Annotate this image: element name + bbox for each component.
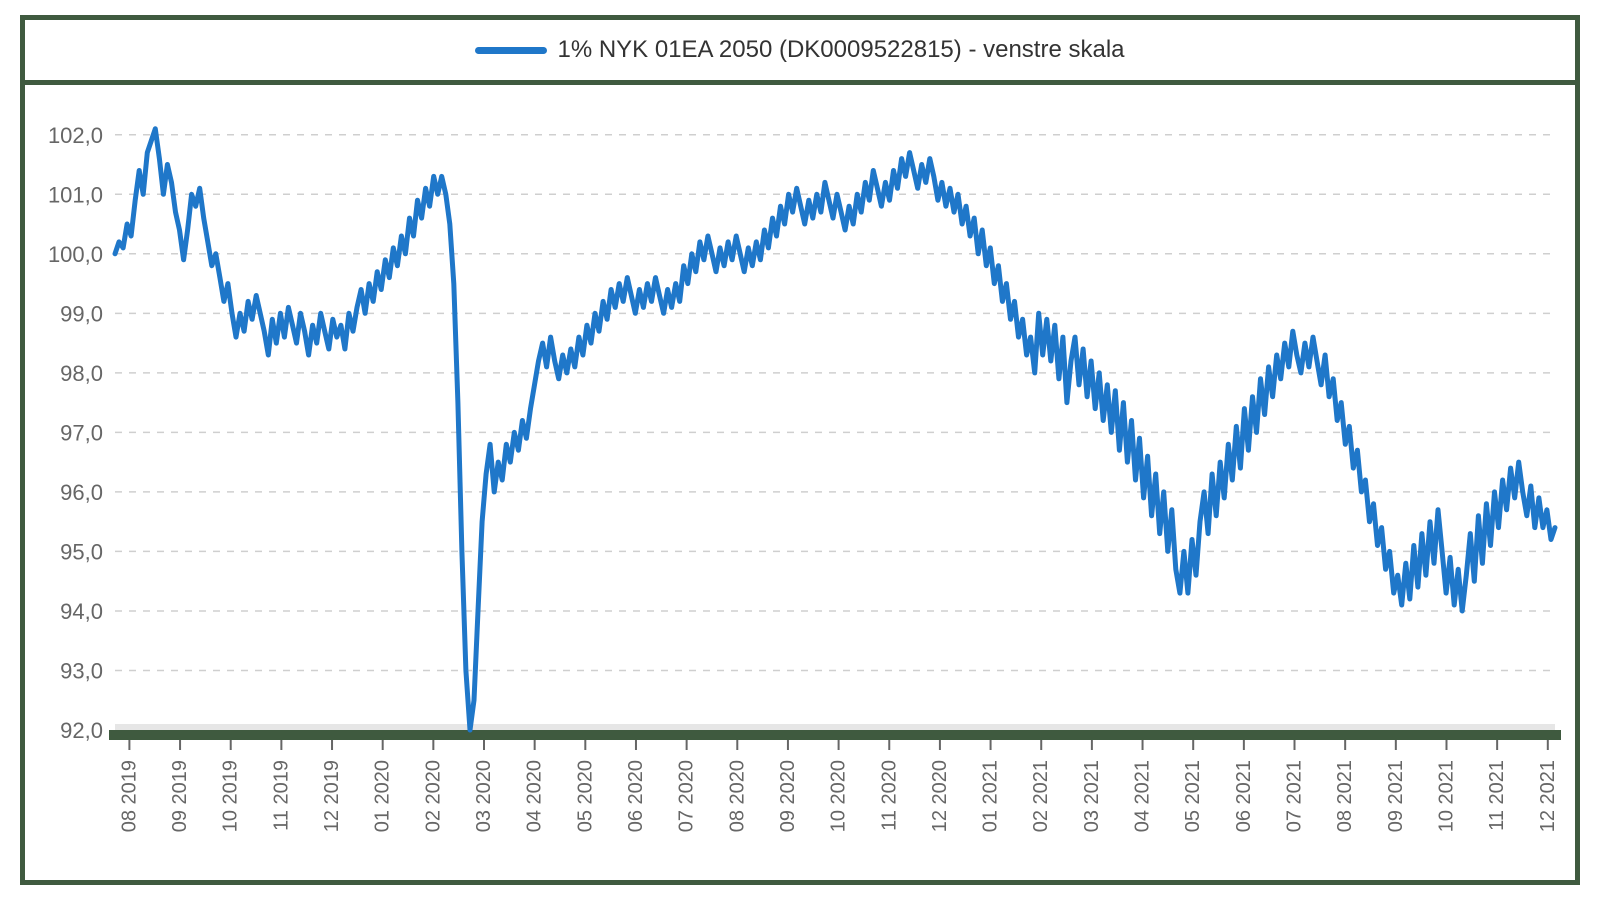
y-tick-label: 93,0 [60, 658, 103, 683]
x-tick-label: 09 2021 [1385, 760, 1407, 832]
chart-frame: 1% NYK 01EA 2050 (DK0009522815) - venstr… [20, 15, 1580, 885]
x-tick-label: 12 2020 [929, 760, 951, 832]
y-tick-label: 95,0 [60, 539, 103, 564]
x-tick-label: 11 2021 [1486, 760, 1508, 831]
x-tick-label: 06 2020 [625, 760, 647, 832]
legend-bar: 1% NYK 01EA 2050 (DK0009522815) - venstr… [25, 20, 1575, 85]
x-tick-label: 10 2020 [828, 760, 850, 832]
x-tick-label: 04 2020 [524, 760, 546, 832]
y-tick-label: 99,0 [60, 301, 103, 326]
x-tick-label: 12 2019 [321, 760, 343, 832]
y-tick-label: 97,0 [60, 420, 103, 445]
legend-swatch [475, 47, 547, 54]
y-tick-label: 98,0 [60, 361, 103, 386]
x-tick-label: 08 2019 [118, 760, 140, 832]
y-tick-label: 102,0 [48, 123, 103, 148]
y-tick-label: 100,0 [48, 242, 103, 267]
x-tick-label: 05 2020 [574, 760, 596, 832]
line-chart-svg: 92,0 93,0 94,0 95,0 96,0 97,0 98,0 99,0 100,0 101… [25, 85, 1575, 880]
x-tick-label: 02 2020 [422, 760, 444, 832]
x-tick-label: 11 2019 [270, 760, 292, 831]
x-tick-label: 05 2021 [1182, 760, 1204, 832]
x-tick-label: 06 2021 [1233, 760, 1255, 832]
legend-label: 1% NYK 01EA 2050 (DK0009522815) - venstr… [557, 36, 1124, 64]
x-tick-label: 03 2021 [1081, 760, 1103, 832]
x-tick-label: 07 2020 [676, 760, 698, 832]
x-tick-label: 10 2019 [220, 760, 242, 832]
y-tick-label: 101,0 [48, 182, 103, 207]
x-tick-label: 10 2021 [1435, 760, 1457, 832]
x-tick-label: 03 2020 [473, 760, 495, 832]
x-tick-label: 02 2021 [1030, 760, 1052, 832]
x-tick-label: 12 2021 [1537, 760, 1559, 832]
x-tick-label: 07 2021 [1284, 760, 1306, 832]
y-tick-label: 94,0 [60, 599, 103, 624]
plot-area: 92,0 93,0 94,0 95,0 96,0 97,0 98,0 99,0 100,0 101… [25, 85, 1575, 880]
x-tick-label: 11 2020 [878, 760, 900, 831]
x-tick-label: 09 2019 [169, 760, 191, 832]
y-tick-label: 96,0 [60, 480, 103, 505]
x-tick-label: 01 2020 [372, 760, 394, 832]
x-tick-label: 08 2020 [726, 760, 748, 832]
x-tick-label: 09 2020 [777, 760, 799, 832]
x-tick-label: 08 2021 [1334, 760, 1356, 832]
x-tick-label: 01 2021 [980, 760, 1002, 832]
x-tick-label: 04 2021 [1132, 760, 1154, 832]
y-tick-label: 92,0 [60, 718, 103, 743]
